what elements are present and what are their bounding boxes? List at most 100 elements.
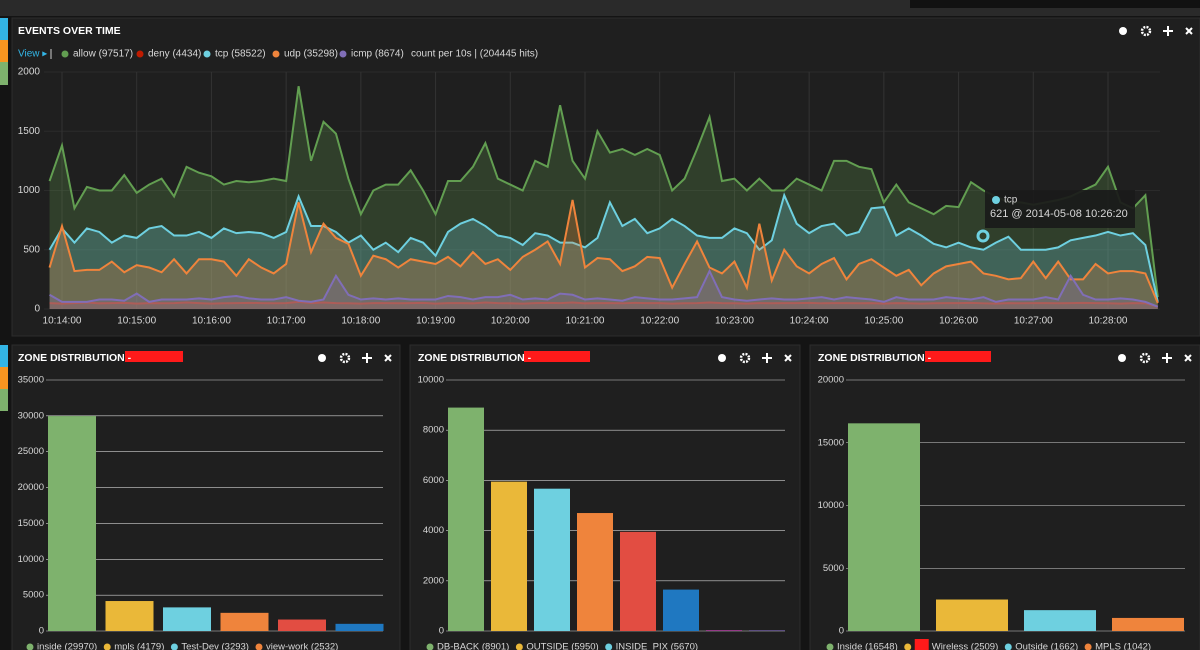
row-tab[interactable] [0, 367, 8, 389]
close-icon[interactable] [1185, 27, 1193, 35]
x-tick-label: 10:18:00 [341, 316, 380, 327]
move-icon[interactable] [362, 353, 372, 363]
panel-title: ZONE DISTRIBUTION - [418, 352, 532, 364]
row-tab[interactable] [0, 40, 8, 62]
legend-label[interactable]: Inside (16548) [837, 642, 898, 650]
legend-label[interactable]: Outside (1662) [1015, 642, 1078, 650]
move-icon[interactable] [1162, 353, 1172, 363]
legend-swatch[interactable] [1004, 643, 1012, 650]
bar[interactable] [491, 481, 527, 631]
row-tab[interactable] [0, 62, 8, 85]
y-tick-label: 5000 [23, 590, 44, 601]
settings-icon[interactable] [1140, 25, 1152, 37]
close-icon[interactable] [1184, 354, 1192, 362]
tooltip-text: 621 @ 2014-05-08 10:26:20 [990, 208, 1128, 220]
info-icon[interactable] [718, 354, 726, 362]
legend-swatch[interactable] [904, 643, 912, 650]
legend-label[interactable]: INSIDE_PIX (5670) [616, 642, 698, 650]
legend-label[interactable]: DB-BACK (8901) [437, 642, 509, 650]
legend-label[interactable]: allow (97517) [73, 49, 133, 60]
legend-label[interactable]: icmp (8674) [351, 49, 404, 60]
legend-swatch[interactable] [826, 643, 834, 650]
x-tick-label: 10:28:00 [1089, 316, 1128, 327]
legend-swatch[interactable] [255, 643, 263, 650]
x-tick-label: 10:21:00 [566, 316, 605, 327]
y-tick-label: 20000 [18, 482, 44, 493]
legend-swatch[interactable] [103, 643, 111, 650]
y-tick-label: 1500 [18, 126, 41, 137]
bar[interactable] [620, 531, 656, 631]
legend-swatch[interactable] [605, 643, 613, 650]
legend-swatch[interactable] [26, 643, 34, 650]
hits-summary: count per 10s | (204445 hits) [411, 49, 538, 60]
panel-title: EVENTS OVER TIME [18, 25, 121, 37]
legend-swatch[interactable] [136, 50, 144, 58]
bar[interactable] [936, 599, 1008, 631]
x-tick-label: 10:22:00 [640, 316, 679, 327]
row-tab[interactable] [0, 345, 8, 367]
y-tick-label: 0 [439, 626, 444, 637]
legend-swatch[interactable] [61, 50, 69, 58]
legend-label[interactable]: udp (35298) [284, 49, 338, 60]
series-line [48, 199, 1159, 304]
bar[interactable] [1024, 610, 1096, 631]
legend-swatch[interactable] [1084, 643, 1092, 650]
close-icon[interactable] [384, 354, 392, 362]
bar[interactable] [335, 623, 384, 631]
redaction [524, 351, 590, 362]
legend-label[interactable]: tcp (58522) [215, 49, 266, 60]
x-tick-label: 10:25:00 [864, 316, 903, 327]
bar[interactable] [848, 423, 920, 631]
legend-swatch[interactable] [339, 50, 347, 58]
info-icon[interactable] [1118, 354, 1126, 362]
move-icon[interactable] [762, 353, 772, 363]
bar[interactable] [105, 601, 154, 631]
legend-label[interactable]: mpls (4179) [114, 642, 164, 650]
top-bar [0, 0, 1200, 16]
legend-swatch[interactable] [515, 643, 523, 650]
legend-label[interactable]: Test-Dev (3293) [181, 642, 249, 650]
legend-label[interactable]: Wireless (2509) [932, 642, 999, 650]
view-toggle[interactable]: View ▸ [18, 49, 47, 60]
y-tick-label: 6000 [423, 475, 444, 486]
info-icon[interactable] [318, 354, 326, 362]
y-tick-label: 35000 [18, 375, 44, 386]
legend-label[interactable]: view-work (2532) [266, 642, 338, 650]
close-icon[interactable] [784, 354, 792, 362]
legend-label[interactable]: MPLS (1042) [1095, 642, 1151, 650]
row-tab[interactable] [0, 389, 8, 411]
panel-title: ZONE DISTRIBUTION - [818, 352, 932, 364]
legend-label[interactable]: OUTSIDE (5950) [526, 642, 598, 650]
y-tick-label: 10000 [818, 500, 844, 511]
settings-icon[interactable] [339, 352, 351, 364]
move-icon[interactable] [1163, 26, 1173, 36]
legend-swatch[interactable] [272, 50, 280, 58]
bar[interactable] [577, 513, 613, 631]
y-tick-label: 30000 [18, 410, 44, 421]
legend-swatch[interactable] [426, 643, 434, 650]
settings-icon[interactable] [739, 352, 751, 364]
bar[interactable] [278, 619, 326, 631]
settings-icon[interactable] [1139, 352, 1151, 364]
bar[interactable] [220, 612, 269, 631]
legend-swatch[interactable] [203, 50, 211, 58]
y-tick-label: 2000 [423, 575, 444, 586]
legend-label[interactable]: deny (4434) [148, 49, 201, 60]
bar[interactable] [663, 589, 699, 631]
bar[interactable] [163, 607, 211, 631]
bar[interactable] [534, 488, 570, 631]
x-tick-label: 10:23:00 [715, 316, 754, 327]
row-tab[interactable] [0, 18, 8, 40]
bar[interactable] [706, 630, 742, 631]
legend-label[interactable]: inside (29970) [37, 642, 97, 650]
bar[interactable] [1112, 617, 1184, 631]
redaction [925, 351, 991, 362]
legend-swatch[interactable] [170, 643, 178, 650]
info-icon[interactable] [1119, 27, 1127, 35]
bar[interactable] [48, 416, 96, 631]
redaction [125, 351, 183, 362]
bar[interactable] [448, 407, 484, 631]
y-tick-label: 15000 [18, 518, 44, 529]
bar[interactable] [749, 630, 785, 631]
